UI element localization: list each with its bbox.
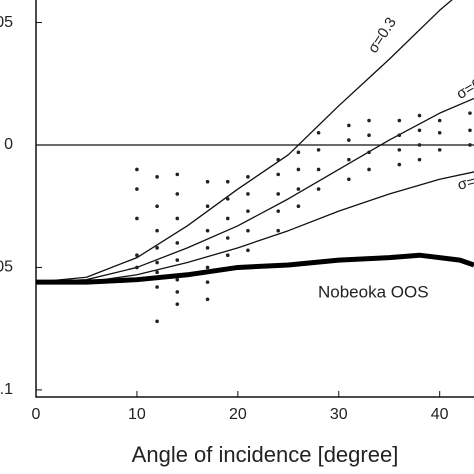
data-point [175, 172, 180, 177]
data-point [347, 177, 351, 182]
data-point [437, 130, 442, 135]
y-tick-label: .05 [0, 259, 13, 276]
data-point [437, 118, 442, 123]
data-point [175, 277, 180, 282]
data-point [347, 138, 351, 142]
data-point [316, 148, 321, 152]
data-point [135, 167, 139, 172]
data-point [367, 167, 371, 172]
data-point [205, 265, 210, 270]
data-point [367, 150, 371, 155]
data-point [276, 228, 281, 233]
data-point [135, 216, 139, 221]
x-tick-label: 10 [128, 406, 146, 423]
data-point [397, 148, 402, 152]
series-line [36, 0, 453, 283]
data-point [246, 209, 250, 213]
data-point [417, 157, 422, 162]
data-point [155, 175, 159, 179]
data-point [276, 157, 281, 162]
data-point [205, 179, 210, 184]
x-tick-label: 30 [330, 406, 348, 423]
data-point [417, 143, 422, 147]
y-tick-label: .1 [0, 381, 13, 398]
data-point [175, 192, 180, 196]
data-point [397, 133, 402, 137]
data-point [296, 150, 301, 155]
series-label: σ=0 [453, 75, 474, 103]
data-point [155, 204, 159, 209]
data-point [135, 253, 139, 257]
x-tick-label: 40 [431, 406, 449, 423]
x-axis-label: Angle of incidence [degree] [132, 442, 399, 467]
y-tick-label: 0 [4, 136, 13, 153]
data-point [296, 167, 301, 172]
data-point [135, 265, 139, 270]
series-label: Nobeoka OOS [318, 282, 429, 301]
data-point [205, 246, 210, 250]
x-tick-label: 0 [32, 406, 41, 423]
data-point [316, 187, 321, 191]
data-point [225, 236, 230, 240]
data-point [205, 204, 210, 209]
data-point [347, 157, 351, 162]
data-point [417, 128, 422, 133]
data-point [205, 297, 210, 302]
data-point [276, 192, 281, 196]
data-point [175, 216, 180, 221]
axis-frame [35, 0, 474, 398]
data-point [175, 258, 180, 262]
data-point [155, 285, 159, 289]
data-point [468, 111, 472, 115]
data-point [175, 241, 180, 245]
data-point [175, 302, 180, 306]
data-point [155, 228, 159, 233]
data-point [246, 248, 250, 253]
data-point [155, 260, 159, 265]
data-point [397, 118, 402, 123]
data-point [296, 187, 301, 191]
data-point [437, 148, 442, 152]
data-point [225, 197, 230, 201]
data-point [296, 204, 301, 209]
data-point [246, 175, 250, 179]
x-tick-label: 20 [229, 406, 247, 423]
data-point [175, 290, 180, 294]
data-point [468, 143, 472, 147]
data-point [316, 167, 321, 172]
data-point [397, 162, 402, 167]
data-point [205, 228, 210, 233]
data-point [225, 253, 230, 257]
data-point [316, 130, 321, 135]
data-point [225, 179, 230, 184]
data-point [155, 319, 159, 324]
data-point [246, 192, 250, 196]
data-point [225, 216, 230, 221]
series-line [36, 252, 474, 285]
data-point [276, 172, 281, 177]
data-point [367, 118, 371, 123]
y-tick-label: 05 [0, 14, 13, 31]
data-point [367, 133, 371, 137]
data-point [155, 270, 159, 275]
plot [36, 0, 474, 324]
series-line [36, 97, 474, 283]
data-point [135, 187, 139, 191]
data-point [246, 228, 250, 233]
data-point [155, 246, 159, 250]
data-point [276, 209, 281, 213]
series-label: σ=0.3 [364, 14, 399, 56]
series-label: σ=0 [456, 171, 474, 194]
data-point [205, 280, 210, 284]
data-point [347, 123, 351, 128]
data-point [468, 128, 472, 133]
data-point [417, 113, 422, 118]
